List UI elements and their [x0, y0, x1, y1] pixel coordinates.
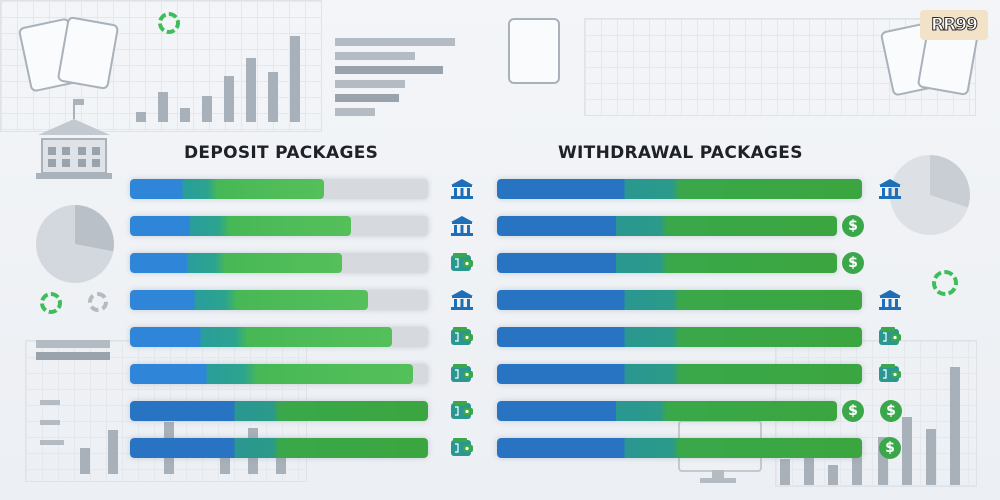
poker-chip-icon [932, 270, 958, 296]
withdrawal-package-bar-fill [497, 438, 862, 458]
withdrawal-package-bar [497, 327, 862, 347]
wallet-icon [449, 435, 475, 461]
deposit-package-bar-fill [130, 216, 351, 236]
dollar-coin-icon: $ [840, 250, 866, 276]
withdrawal-packages-title: WITHDRAWAL PACKAGES [558, 143, 803, 163]
dollar-coin-icon: $ [840, 398, 866, 424]
wallet-icon [449, 398, 475, 424]
dollar-coin-symbol: $ [880, 400, 902, 422]
deposit-packages-title: DEPOSIT PACKAGES [184, 143, 379, 163]
bank-building-icon [34, 95, 114, 185]
withdrawal-package-bar-fill [497, 290, 862, 310]
brand-logo: RR99 [920, 10, 988, 40]
dollar-coin-symbol: $ [842, 400, 864, 422]
withdrawal-package-bar-fill [497, 401, 837, 421]
withdrawal-package-bar [497, 401, 837, 421]
bank-icon [877, 176, 903, 202]
dollar-coin-symbol: $ [842, 215, 864, 237]
poker-chip-icon [88, 292, 108, 312]
wallet-icon [449, 361, 475, 387]
wallet-icon [877, 324, 903, 350]
background-pie-chart [36, 205, 114, 283]
deposit-package-bar-fill [130, 327, 393, 347]
withdrawal-package-bar [497, 290, 862, 310]
deposit-package-bar-fill [130, 179, 324, 199]
dollar-coin-symbol: $ [842, 252, 864, 274]
bank-icon [449, 213, 475, 239]
wallet-icon [449, 250, 475, 276]
deposit-package-bar [130, 327, 428, 347]
background-horizontal-bars [335, 38, 455, 118]
deposit-package-bar [130, 253, 428, 273]
dollar-coin-icon: $ [877, 435, 903, 461]
withdrawal-package-bar [497, 216, 837, 236]
background-list-lines [36, 338, 116, 448]
withdrawal-package-bar [497, 438, 862, 458]
deposit-package-bar [130, 438, 428, 458]
bank-icon [449, 287, 475, 313]
brand-logo-text: RR99 [931, 15, 979, 36]
playing-card-spade-icon [508, 18, 560, 84]
deposit-package-bar-fill [130, 253, 342, 273]
playing-card-heart-icon [17, 17, 83, 93]
withdrawal-package-bar-fill [497, 179, 862, 199]
withdrawal-package-bar-fill [497, 216, 837, 236]
wallet-icon [449, 324, 475, 350]
background-bar-chart [130, 30, 305, 122]
wallet-icon [877, 361, 903, 387]
deposit-package-bar-fill [130, 364, 414, 384]
deposit-package-bar-fill [130, 290, 369, 310]
playing-card-spade-icon [56, 15, 120, 91]
deposit-package-bar [130, 364, 428, 384]
bank-icon [877, 287, 903, 313]
deposit-package-bar [130, 216, 428, 236]
deposit-package-bar [130, 401, 428, 421]
dollar-coin-icon: $ [840, 213, 866, 239]
bank-icon [449, 176, 475, 202]
withdrawal-package-bar [497, 179, 862, 199]
dollar-coin-symbol: $ [879, 437, 901, 459]
background-grid-top-left [0, 0, 322, 132]
poker-chip-icon [40, 292, 62, 314]
deposit-package-bar-fill [130, 438, 428, 458]
deposit-package-bar [130, 290, 428, 310]
poker-chip-icon [158, 12, 180, 34]
withdrawal-package-bar-fill [497, 327, 862, 347]
withdrawal-package-bar-fill [497, 253, 837, 273]
withdrawal-package-bar-fill [497, 364, 862, 384]
deposit-package-bar-fill [130, 401, 428, 421]
withdrawal-package-bar [497, 253, 837, 273]
deposit-package-bar [130, 179, 428, 199]
background-grid-top-right [584, 18, 976, 116]
withdrawal-package-bar [497, 364, 862, 384]
dollar-coin-icon: $ [878, 398, 904, 424]
